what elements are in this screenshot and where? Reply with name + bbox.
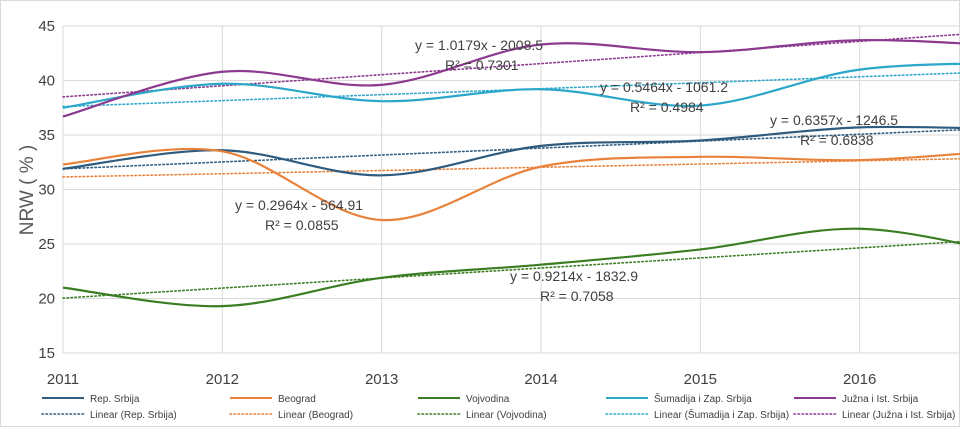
- trendline: [62, 72, 960, 108]
- trendline-equations: y = 1.0179x - 2008.5 R² = 0.7301 y = 0.546…: [235, 37, 898, 304]
- y-tick-label: 40: [38, 73, 55, 90]
- legend-trend-label: Linear (Rep. Srbija): [90, 410, 177, 421]
- legend-label: Vojvodina: [466, 394, 510, 405]
- trendline-r-squared: R² = 0.7301: [445, 57, 519, 73]
- y-tick-label: 35: [38, 127, 55, 144]
- x-tick-label: 2012: [206, 371, 239, 388]
- legend-label: Šumadija i Zap. Srbija: [654, 392, 752, 405]
- legend: Rep. Srbija Linear (Rep. Srbija) Beograd Li…: [41, 392, 955, 421]
- x-tick-label: 2011: [47, 371, 79, 388]
- trendline-equation: y = 0.6357x - 1246.5: [770, 112, 898, 128]
- trendline-r-squared: R² = 0.4984: [630, 99, 704, 115]
- trendline-equation: y = 0.9214x - 1832.9: [510, 268, 638, 284]
- y-tick-label: 25: [38, 236, 55, 253]
- y-axis-label: NRW ( % ): [17, 145, 38, 235]
- trendline: [62, 129, 960, 170]
- y-tick-label: 45: [38, 18, 55, 35]
- y-tick-label: 20: [38, 291, 55, 308]
- series-line: [62, 147, 960, 222]
- x-tick-label: 2015: [684, 371, 717, 388]
- trendline-equation: y = 1.0179x - 2008.5: [415, 37, 543, 53]
- trendline: [62, 240, 960, 299]
- legend-label: Beograd: [278, 394, 316, 405]
- series-line: [62, 62, 960, 109]
- y-axis-ticks: 15 20 25 30 35 40 45: [38, 18, 55, 362]
- trendline-equation: y = 0.2964x - 564.91: [235, 197, 363, 213]
- series-line: [62, 227, 960, 308]
- series-lines: [62, 38, 960, 308]
- y-tick-label: 30: [38, 182, 55, 199]
- trendline-equation: y = 0.5464x - 1061.2: [600, 79, 728, 95]
- trendline: [62, 33, 960, 98]
- legend-label: Južna i Ist. Srbija: [842, 394, 919, 405]
- x-tick-label: 2016: [843, 371, 876, 388]
- legend-label: Rep. Srbija: [90, 394, 140, 405]
- trendline-r-squared: R² = 0.7058: [540, 288, 614, 304]
- legend-trend-label: Linear (Šumadija i Zap. Srbija): [654, 408, 789, 421]
- series-line: [62, 38, 960, 118]
- x-tick-label: 2014: [524, 371, 557, 388]
- trendline-r-squared: R² = 0.6838: [800, 132, 874, 148]
- legend-trend-label: Linear (Vojvodina): [466, 410, 547, 421]
- legend-trend-label: Linear (Beograd): [278, 410, 353, 421]
- y-tick-label: 15: [38, 345, 55, 362]
- x-tick-label: 2013: [365, 371, 398, 388]
- trendline-r-squared: R² = 0.0855: [265, 217, 339, 233]
- legend-trend-label: Linear (Južna i Ist. Srbija): [842, 410, 955, 421]
- x-axis-ticks: 2011201220132014201520162017: [47, 371, 876, 388]
